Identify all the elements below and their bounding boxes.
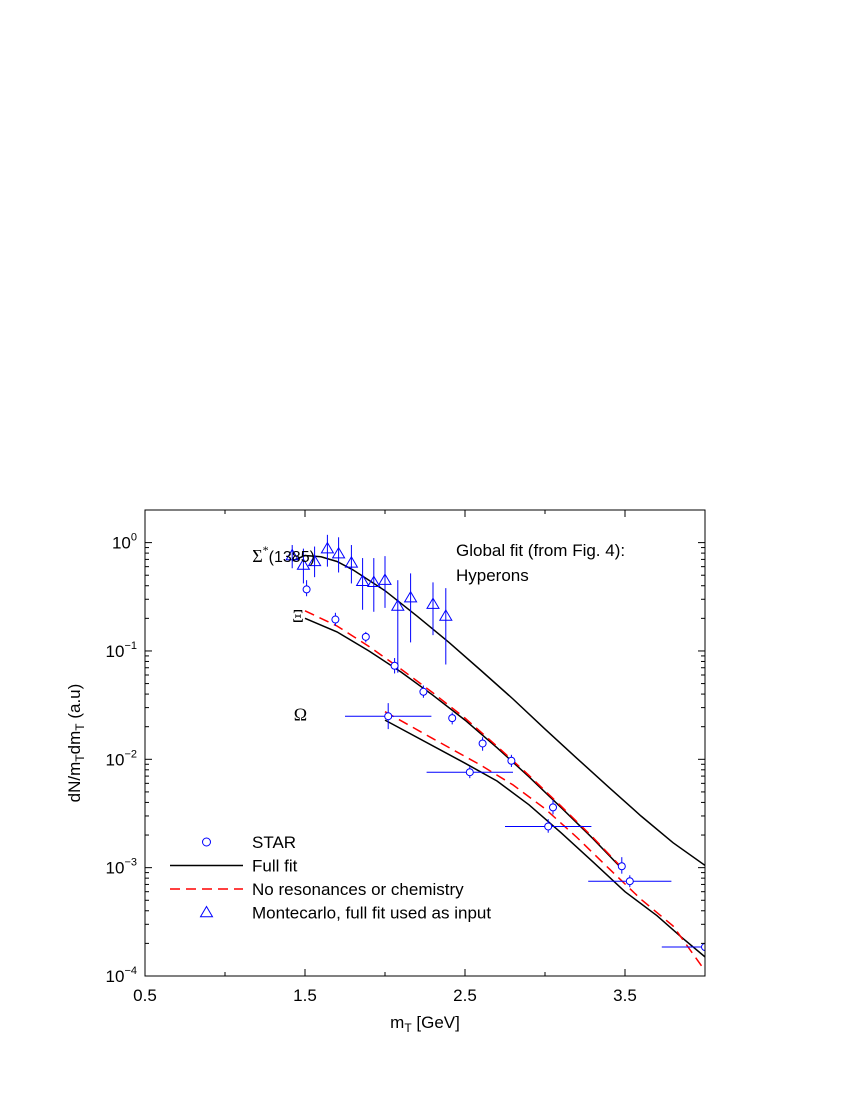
star-point-3	[390, 658, 399, 674]
montecarlo-point-4	[331, 537, 346, 573]
star-marker	[331, 615, 340, 624]
plot-area	[285, 534, 705, 972]
star-marker	[701, 943, 705, 952]
x-tick-label: 0.5	[133, 986, 157, 1005]
full-fit-curve-0	[291, 554, 705, 867]
y-axis-label: dN/mTdmT (a.u)	[65, 684, 87, 803]
montecarlo-point-9	[390, 580, 405, 673]
star-point-12	[505, 819, 592, 833]
star-marker	[549, 803, 557, 812]
y-tick-label: 10−3	[106, 857, 137, 878]
y-axis: 100 10−1 10−2 10−3 10−4	[106, 509, 705, 986]
montecarlo-point-10	[403, 573, 418, 643]
montecarlo-marker	[331, 546, 346, 559]
y-tick-label: 10−4	[106, 965, 137, 986]
star-marker	[507, 756, 516, 765]
no-resonances-curve-2	[304, 610, 623, 869]
montecarlo-marker	[403, 590, 418, 603]
legend-triangle-marker	[199, 905, 214, 918]
annotation-line-1: Global fit (from Fig. 4):	[456, 541, 625, 560]
x-axis-label-subscript: T	[404, 1021, 412, 1035]
legend-entry-0: STAR	[202, 833, 296, 852]
particle-label-0: Σ*(1385)	[252, 543, 315, 566]
full-fit-curve-1	[304, 617, 623, 870]
montecarlo-point-2	[307, 546, 322, 578]
plot-frame	[144, 509, 706, 977]
legend-entry-2: No resonances or chemistry	[170, 880, 464, 899]
star-marker	[478, 739, 487, 748]
montecarlo-point-6	[355, 558, 370, 610]
star-marker	[617, 862, 626, 871]
star-marker	[419, 687, 428, 696]
star-marker	[625, 877, 634, 886]
montecarlo-point-0	[285, 545, 300, 569]
y-tick-label: 10−1	[106, 640, 137, 661]
montecarlo-marker	[378, 573, 392, 585]
star-marker	[544, 822, 553, 831]
legend-label: Full fit	[252, 857, 298, 876]
star-point-2	[361, 631, 370, 643]
montecarlo-marker	[344, 555, 359, 568]
legend-entry-3: Montecarlo, full fit used as input	[199, 904, 491, 923]
montecarlo-marker	[355, 574, 370, 586]
y-tick-label: 100	[112, 532, 137, 553]
star-point-0	[302, 580, 311, 597]
y-tick-label: 10−2	[106, 748, 137, 769]
particle-label-1: Ξ	[292, 606, 304, 626]
legend-label: Montecarlo, full fit used as input	[252, 904, 491, 923]
star-marker	[465, 768, 474, 777]
legend-entry-1: Full fit	[170, 857, 298, 876]
montecarlo-marker	[366, 575, 381, 588]
star-point-7	[507, 754, 516, 767]
legend-label: No resonances or chemistry	[252, 880, 464, 899]
montecarlo-marker	[426, 597, 440, 609]
legend: STAR Full fit No resonances or chemistry Mo…	[170, 833, 491, 923]
star-point-14	[661, 943, 705, 952]
star-point-6	[478, 737, 487, 751]
montecarlo-point-11	[426, 582, 440, 636]
particle-labels: Σ*(1385) Ξ Ω	[252, 543, 315, 724]
star-point-9	[617, 857, 626, 874]
star-point-5	[448, 712, 457, 725]
star-point-10	[345, 703, 432, 730]
star-point-13	[588, 875, 672, 888]
montecarlo-point-5	[344, 545, 359, 584]
montecarlo-marker	[296, 558, 311, 570]
montecarlo-marker	[390, 599, 405, 611]
star-marker	[302, 585, 311, 594]
x-tick-label: 1.5	[293, 986, 317, 1005]
legend-label: STAR	[252, 833, 296, 852]
montecarlo-point-1	[296, 548, 311, 584]
annotation-line-2: Hyperons	[456, 566, 529, 585]
star-marker	[384, 712, 393, 721]
montecarlo-marker	[320, 541, 335, 554]
star-point-11	[426, 766, 513, 779]
star-marker	[361, 632, 370, 641]
star-point-1	[331, 612, 340, 626]
star-point-4	[419, 685, 428, 698]
legend-circle-marker	[202, 837, 211, 847]
montecarlo-marker	[285, 548, 300, 561]
no-resonances-curve-4	[384, 711, 705, 972]
montecarlo-marker	[307, 554, 322, 567]
x-axis-label: mT [GeV]	[390, 1013, 460, 1035]
montecarlo-marker	[438, 609, 453, 621]
montecarlo-point-12	[438, 588, 453, 665]
x-tick-label: 3.5	[613, 986, 637, 1005]
star-point-8	[549, 800, 557, 815]
star-marker	[448, 714, 457, 723]
x-axis: 0.5 1.5 2.5 3.5	[133, 510, 637, 1005]
montecarlo-point-3	[320, 534, 335, 567]
star-marker	[390, 661, 399, 670]
montecarlo-point-7	[366, 558, 381, 612]
montecarlo-point-8	[378, 556, 392, 608]
particle-label-2: Ω	[294, 704, 307, 724]
x-tick-label: 2.5	[453, 986, 477, 1005]
